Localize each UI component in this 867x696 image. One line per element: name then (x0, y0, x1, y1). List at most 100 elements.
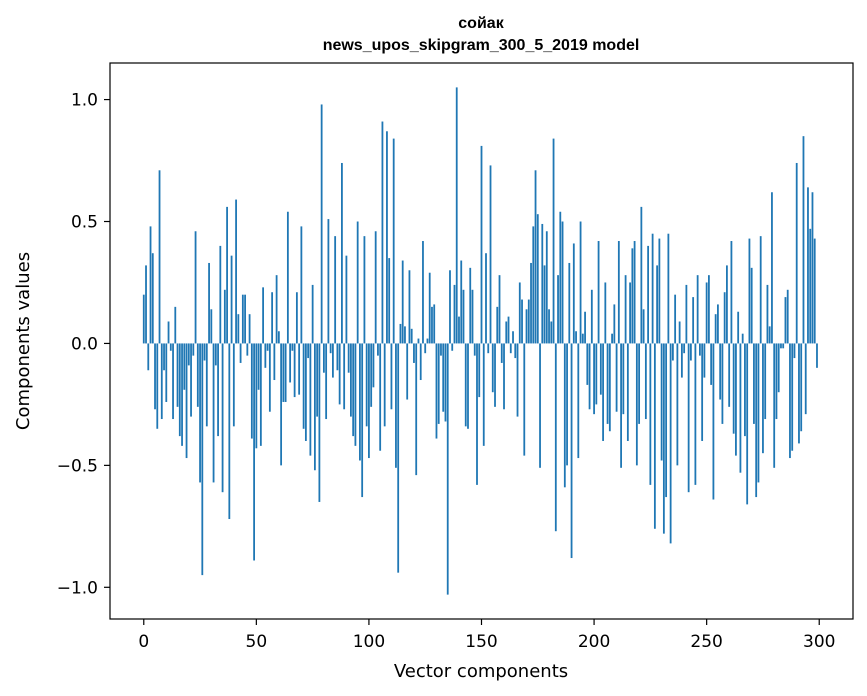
bar-187 (563, 343, 566, 488)
bar-179 (545, 231, 548, 344)
bar-109 (388, 258, 391, 344)
bar-237 (676, 343, 679, 466)
bar-233 (667, 233, 670, 344)
bar-260 (728, 343, 731, 407)
bar-252 (710, 343, 713, 385)
bar-115 (401, 260, 404, 344)
bar-152 (485, 253, 487, 344)
bar-283 (780, 343, 782, 349)
bar-18 (183, 343, 186, 390)
bar-217 (631, 248, 634, 344)
bar-155 (491, 343, 494, 393)
bar-169 (523, 343, 526, 456)
bar-255 (717, 304, 719, 344)
bar-70 (300, 226, 303, 344)
bar-160 (503, 343, 505, 410)
bar-204 (602, 343, 604, 441)
bar-52 (259, 343, 262, 446)
bar-118 (408, 270, 411, 344)
bar-277 (766, 284, 769, 344)
bar-279 (771, 192, 773, 344)
bar-240 (683, 343, 686, 354)
bar-177 (541, 223, 544, 344)
bar-230 (660, 343, 663, 461)
bar-130 (435, 343, 438, 439)
bar-199 (590, 289, 593, 344)
x-tick-label: 300 (803, 632, 835, 652)
bar-214 (624, 275, 627, 344)
bar-234 (669, 343, 672, 544)
bar-151 (482, 343, 485, 446)
bar-7 (158, 170, 161, 344)
bar-245 (694, 343, 697, 485)
bar-61 (280, 343, 283, 466)
bar-15 (176, 343, 179, 407)
x-tick-label: 150 (465, 632, 497, 652)
bar-287 (789, 343, 791, 459)
bar-90 (345, 255, 348, 344)
bar-93 (352, 343, 355, 437)
bar-94 (354, 343, 357, 446)
bar-192 (575, 331, 577, 344)
bar-172 (530, 262, 532, 344)
bar-82 (327, 219, 330, 344)
bar-165 (514, 343, 517, 359)
bar-189 (568, 262, 571, 344)
bar-126 (426, 338, 429, 344)
bar-247 (699, 343, 701, 356)
bar-291 (798, 343, 800, 444)
bar-161 (505, 321, 508, 344)
bar-258 (723, 292, 726, 344)
bar-49 (253, 343, 255, 561)
bar-242 (687, 343, 690, 493)
bar-175 (536, 214, 539, 344)
bar-27 (203, 343, 206, 361)
x-tick-label: 250 (690, 632, 722, 652)
bar-185 (559, 211, 562, 344)
bar-278 (768, 326, 771, 344)
bar-220 (638, 343, 641, 424)
bar-23 (194, 231, 197, 344)
bar-14 (174, 306, 177, 344)
bar-29 (208, 262, 210, 344)
bar-37 (226, 206, 228, 344)
bar-168 (521, 299, 523, 344)
bar-102 (372, 343, 375, 388)
bar-36 (223, 289, 226, 344)
bar-271 (753, 343, 755, 424)
bar-28 (205, 343, 208, 427)
bar-series (142, 87, 818, 595)
bar-221 (640, 206, 643, 344)
y-axis-label: Components values (13, 252, 34, 430)
bar-140 (458, 316, 460, 344)
bar-40 (232, 343, 235, 427)
bar-156 (494, 343, 496, 407)
bar-136 (449, 270, 451, 344)
bar-11 (167, 321, 170, 344)
bar-290 (795, 162, 798, 344)
bar-274 (759, 236, 762, 344)
bar-31 (212, 343, 215, 483)
bar-173 (532, 226, 535, 344)
bar-188 (566, 343, 568, 466)
bar-69 (298, 343, 301, 395)
y-tick-label: −0.5 (57, 456, 98, 476)
bar-162 (507, 316, 510, 344)
bar-194 (579, 221, 582, 344)
bar-268 (746, 343, 749, 505)
bar-190 (570, 343, 573, 559)
bar-223 (644, 343, 647, 420)
bar-241 (685, 284, 688, 344)
bar-116 (404, 326, 406, 344)
bar-159 (500, 343, 503, 363)
bar-71 (302, 343, 305, 429)
chart-title: сойак (458, 15, 504, 32)
bar-73 (307, 343, 310, 359)
bar-208 (611, 333, 613, 344)
bar-50 (255, 343, 258, 449)
bar-88 (341, 162, 343, 344)
bar-284 (782, 343, 785, 349)
bar-143 (464, 343, 467, 427)
bar-67 (293, 343, 296, 398)
bar-299 (816, 343, 818, 368)
